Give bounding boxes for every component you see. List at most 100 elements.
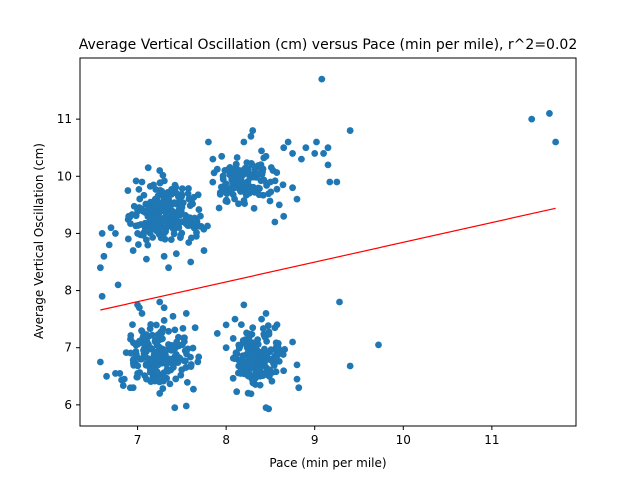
scatter-point bbox=[150, 181, 157, 189]
scatter-point bbox=[160, 252, 168, 260]
scatter-point bbox=[261, 358, 268, 366]
scatter-point bbox=[229, 374, 237, 382]
scatter-point bbox=[235, 200, 242, 208]
scatter-point bbox=[279, 181, 287, 189]
scatter-point bbox=[252, 360, 259, 368]
scatter-point bbox=[132, 177, 140, 185]
scatter-point bbox=[114, 281, 122, 289]
scatter-point bbox=[375, 341, 382, 349]
scatter-point bbox=[262, 310, 270, 317]
scatter-point bbox=[237, 321, 245, 329]
scatter-point bbox=[159, 198, 167, 206]
scatter-point bbox=[237, 175, 245, 183]
scatter-point bbox=[238, 359, 245, 367]
scatter-point bbox=[178, 185, 186, 192]
scatter-point bbox=[280, 212, 288, 220]
scatter-point bbox=[134, 222, 142, 229]
scatter-point bbox=[160, 317, 168, 324]
scatter-point bbox=[222, 344, 230, 352]
x-axis-label: Pace (min per mile) bbox=[269, 456, 386, 470]
scatter-point bbox=[237, 368, 245, 375]
x-tick-label: 11 bbox=[484, 433, 499, 447]
scatter-point bbox=[528, 115, 536, 123]
regression-line bbox=[100, 207, 556, 311]
scatter-point bbox=[552, 138, 560, 146]
scatter-point bbox=[129, 321, 136, 329]
scatter-point bbox=[176, 209, 184, 217]
scatter-point bbox=[146, 368, 154, 376]
plot-frame bbox=[79, 57, 577, 427]
scatter-point bbox=[240, 301, 248, 309]
scatter-point bbox=[144, 164, 152, 172]
scatter-point bbox=[158, 329, 166, 337]
scatter-point bbox=[298, 155, 305, 163]
scatter-point bbox=[243, 159, 251, 167]
scatter-point bbox=[250, 376, 258, 383]
x-axis: 7 8 9 10 11 bbox=[134, 426, 499, 447]
scatter-point bbox=[138, 310, 146, 317]
scatter-point bbox=[187, 363, 195, 370]
scatter-point bbox=[313, 138, 320, 146]
scatter-point bbox=[189, 200, 197, 208]
scatter-point bbox=[185, 185, 192, 192]
scatter-point bbox=[293, 361, 301, 369]
scatter-point bbox=[256, 366, 264, 374]
scatter-point bbox=[191, 324, 199, 332]
scatter-point bbox=[132, 350, 140, 358]
scatter-point bbox=[195, 353, 203, 361]
scatter-point bbox=[96, 358, 104, 366]
scatter-point bbox=[172, 250, 180, 258]
scatter-point bbox=[197, 223, 205, 230]
scatter-point bbox=[135, 241, 142, 248]
scatter-point bbox=[270, 362, 278, 369]
scatter-point bbox=[147, 355, 155, 363]
scatter-point bbox=[160, 304, 168, 312]
scatter-point bbox=[125, 212, 133, 220]
scatter-point bbox=[209, 155, 217, 163]
scatter-point bbox=[162, 223, 170, 231]
scatter-point bbox=[182, 310, 190, 317]
scatter-point bbox=[165, 327, 172, 335]
scatter-point bbox=[241, 200, 249, 207]
scatter-point bbox=[184, 190, 192, 198]
scatter-point bbox=[166, 380, 174, 388]
scatter-point bbox=[171, 344, 179, 352]
scatter-point bbox=[103, 372, 110, 380]
scatter-point bbox=[160, 374, 167, 382]
scatter-point bbox=[183, 378, 191, 386]
scatter-point bbox=[293, 195, 301, 203]
scatter-point bbox=[159, 335, 166, 343]
scatter-point bbox=[127, 220, 134, 227]
scatter-point bbox=[264, 322, 272, 330]
scatter-point bbox=[161, 214, 169, 222]
scatter-point bbox=[242, 179, 250, 186]
scatter-point bbox=[178, 229, 186, 237]
scatter-point bbox=[233, 154, 241, 161]
scatter-point bbox=[135, 304, 143, 312]
scatter-point bbox=[190, 193, 198, 201]
scatter-point bbox=[98, 230, 106, 237]
scatter-point bbox=[189, 344, 197, 352]
scatter-point bbox=[236, 167, 243, 174]
scatter-point bbox=[145, 213, 153, 221]
scatter-point bbox=[248, 161, 256, 169]
scatter-point bbox=[178, 200, 186, 208]
scatter-point bbox=[250, 204, 258, 212]
scatter-point bbox=[269, 167, 277, 174]
scatter-point bbox=[159, 231, 167, 239]
scatter-point bbox=[142, 200, 150, 208]
scatter-point bbox=[280, 367, 288, 375]
scatter-point bbox=[265, 190, 272, 198]
scatter-point bbox=[172, 222, 180, 230]
scatter-point bbox=[231, 315, 239, 323]
scatter-point bbox=[168, 190, 175, 198]
scatter-point bbox=[182, 357, 189, 365]
scatter-point bbox=[346, 362, 354, 370]
scatter-point bbox=[152, 348, 160, 356]
scatter-point bbox=[134, 230, 141, 237]
scatter-point bbox=[233, 388, 241, 396]
scatter-point bbox=[279, 351, 287, 358]
scatter-point bbox=[217, 183, 225, 191]
scatter-point bbox=[275, 201, 283, 209]
scatter-point bbox=[193, 229, 200, 237]
